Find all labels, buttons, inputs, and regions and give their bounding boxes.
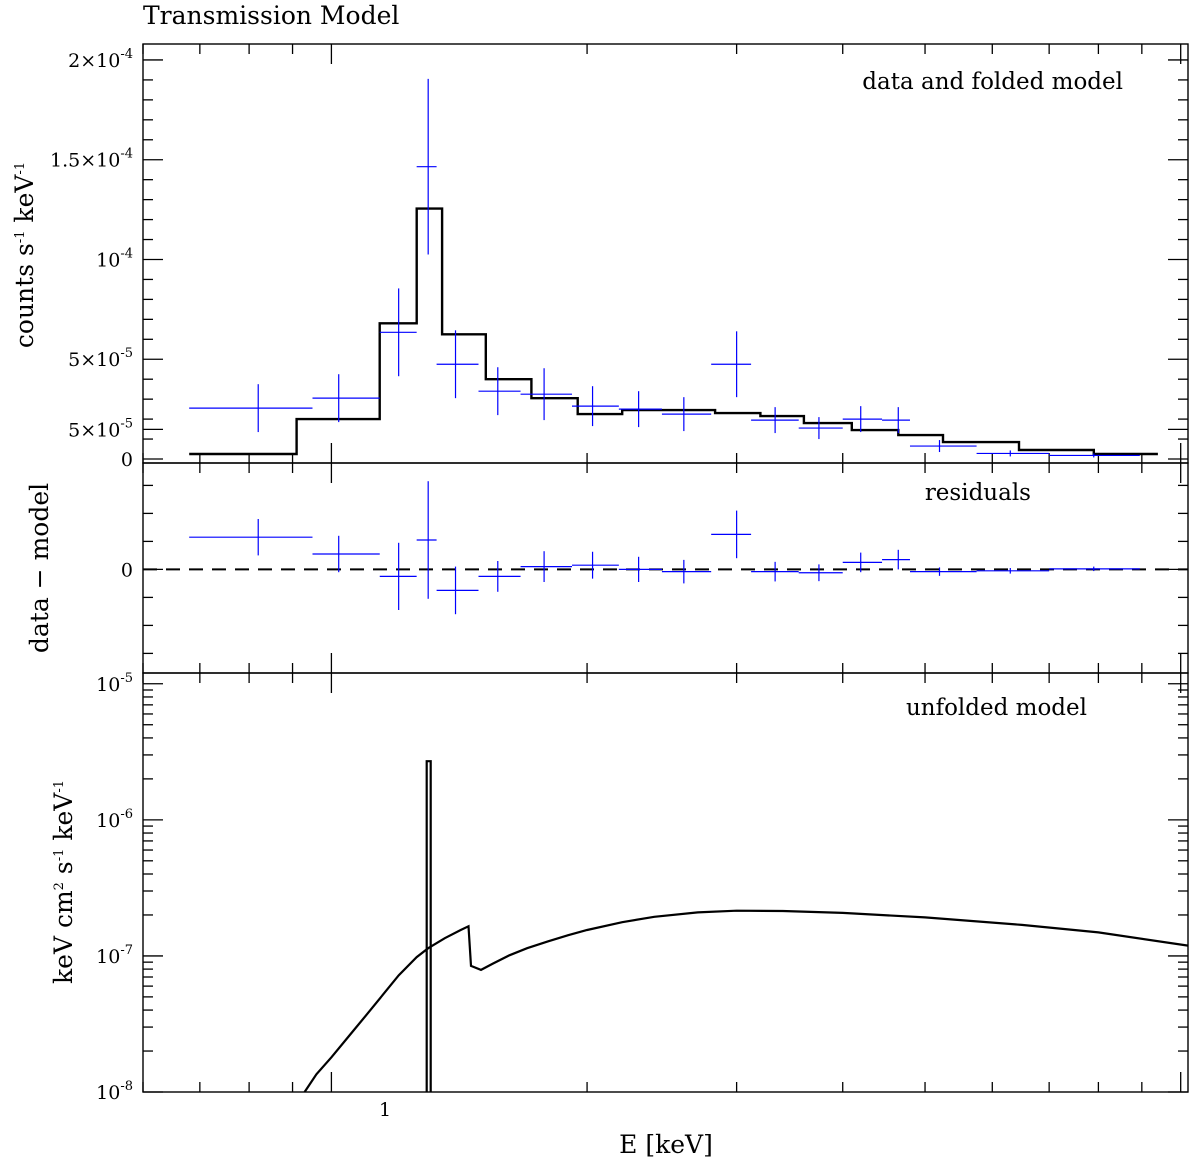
data-points-top	[189, 78, 1140, 458]
panel-annotation-mid: residuals	[925, 480, 1031, 506]
frame-bottom	[142, 672, 1189, 1093]
model-steps-top	[189, 207, 1158, 456]
y-axis-label-top: counts s-1 keV-1	[10, 162, 39, 348]
figure-title: Transmission Model	[143, 1, 399, 30]
y-tick-label: 5×10-5	[68, 416, 133, 441]
y-tick-label: 2×10-4	[68, 47, 133, 72]
y-tick-label: 10-8	[96, 1079, 133, 1104]
y-tick-label: 10-5	[96, 671, 133, 696]
data-points-residuals	[189, 481, 1140, 615]
panel-annotation-top: data and folded model	[862, 69, 1123, 95]
panel-unfolded-model: 10-8 10-7 10-6 10-5 unfolded model keV cm2 …	[49, 671, 1189, 1104]
y-axis-label-bottom: keV cm2 s-1 keV-1	[49, 780, 78, 984]
frame-top	[142, 43, 1189, 464]
frame-mid	[142, 462, 1189, 674]
y-axis-label-mid: data − model	[25, 483, 54, 653]
bottom-tick-marks: 10-8 10-7 10-6 10-5	[96, 671, 1188, 1104]
y-tick-label: 5×10-5	[68, 346, 133, 371]
unfolded-model-curve	[303, 909, 1189, 1093]
y-tick-label: 0	[121, 449, 133, 471]
y-tick-label: 1.5×10-4	[50, 147, 133, 172]
top-tick-marks: 0 5×10-5 10-4 1.5×10-4 2×10-4	[50, 44, 1188, 471]
panel-data-folded-model: 0 5×10-5 10-4 1.5×10-4 2×10-4 data and folde…	[10, 43, 1189, 471]
y-tick-label: 0	[121, 559, 133, 581]
mid-tick-marks: 0 5×10-5	[68, 416, 1188, 673]
panel-annotation-bottom: unfolded model	[906, 695, 1087, 721]
x-tick-label-1: 1	[379, 1099, 391, 1121]
y-tick-label: 10-4	[96, 246, 133, 271]
folded-model-line	[189, 207, 1158, 456]
y-tick-label: 10-6	[96, 807, 133, 832]
x-axis-label: E [keV]	[619, 1130, 713, 1159]
panel-residuals: 0 5×10-5 residuals data − model	[25, 416, 1189, 674]
emission-line-feature	[425, 760, 432, 1092]
y-tick-label: 10-7	[96, 943, 133, 968]
